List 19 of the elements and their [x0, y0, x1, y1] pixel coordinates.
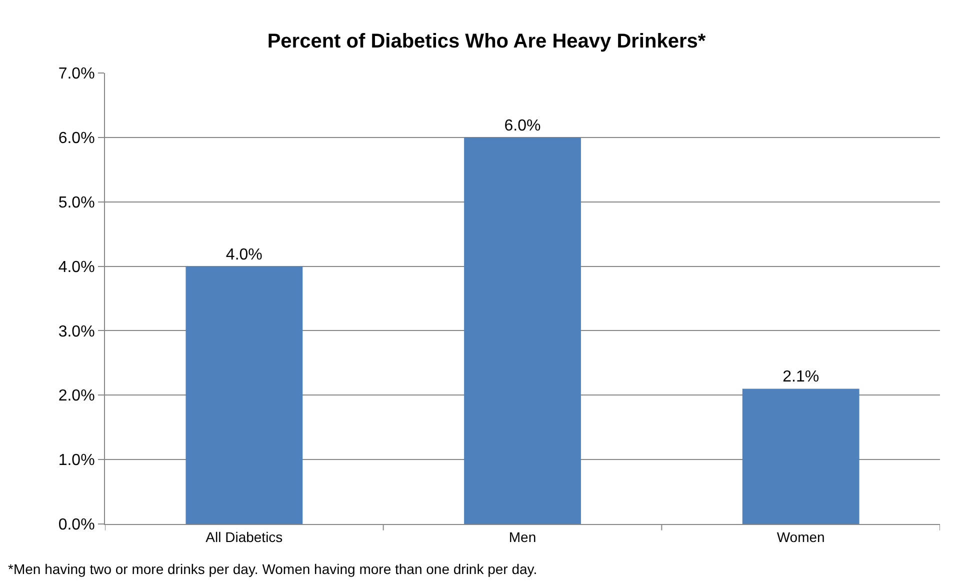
y-tick-label: 2.0%: [58, 388, 95, 405]
text: *Men having two or more drinks per day. Women having more than one drink per day.: [8, 561, 538, 577]
y-tick-label: 5.0%: [58, 194, 95, 212]
y-tick-label: 3.0%: [58, 323, 95, 340]
chart-title: Percent of Diabetics Who Are Heavy Drinkers*: [267, 30, 706, 53]
x-tick-label: All Diabetics: [206, 528, 283, 545]
bar: [464, 137, 581, 524]
data-label: 4.0%: [226, 246, 262, 264]
x-tick-label: Men: [508, 528, 536, 545]
y-tick-label: 6.0%: [58, 130, 95, 148]
data-label: 6.0%: [504, 117, 541, 134]
x-tick-label: Women: [776, 528, 825, 545]
y-tick-label: 7.0%: [58, 66, 95, 83]
y-tick-label: 4.0%: [58, 258, 95, 276]
y-tick-label: 0.0%: [58, 516, 95, 534]
bar: [742, 388, 860, 524]
data-label: 2.1%: [782, 368, 820, 386]
y-tick-label: 1.0%: [58, 452, 95, 470]
bar: [186, 266, 303, 524]
